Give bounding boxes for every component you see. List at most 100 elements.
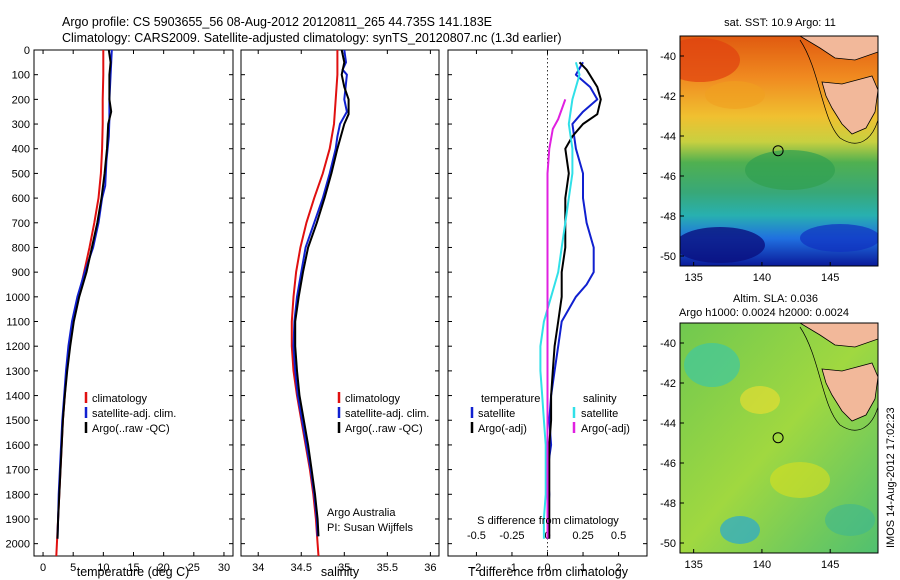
temperature-x-axis: 0 5 10 15 20 25 30 [40, 50, 230, 574]
sst-cold-patch-2 [800, 224, 878, 252]
depth-tick-label: 2000 [6, 539, 30, 551]
lat-tick-label: -50 [660, 251, 676, 263]
footer-stamp: IMOS 14-Aug-2012 17:02:23 [885, 407, 897, 548]
temperature-legend: climatology satellite-adj. clim. Argo(..… [84, 392, 176, 435]
sla-low-patch-2 [720, 516, 760, 544]
depth-tick-label: 300 [12, 119, 30, 131]
sst-warm-patch [680, 38, 740, 82]
legend-label-argo: Argo(..raw -QC) [92, 423, 170, 435]
lat-tick-label: -40 [660, 51, 676, 63]
depth-tick-label: 600 [12, 193, 30, 205]
shelf-contour [799, 39, 878, 144]
sst-cool-patch [745, 150, 835, 190]
temperature-panel: 0100200300400500600700800900100011001200… [6, 45, 234, 579]
sla-high-patch-2 [770, 462, 830, 498]
sla-map-subtitle: Argo h1000: 0.0024 h2000: 0.0024 [679, 307, 849, 319]
lat-tick-label: -46 [660, 458, 676, 470]
s-tick-label: 0.5 [611, 530, 626, 542]
depth-tick-label: 1600 [6, 440, 30, 452]
series-line [56, 49, 113, 539]
s-difference-axis: -0.5 -0.25 0 0.25 0.5 [467, 530, 626, 542]
difference-panel: -2 -1 0 1 2 -0.5 -0.25 0 0.25 0.5 temperature sa… [447, 49, 648, 579]
depth-tick-label: 1300 [6, 366, 30, 378]
x-tick-label: 20 [158, 562, 170, 574]
sla-map-frame [679, 322, 879, 554]
legend-label-climatology: climatology [345, 393, 401, 405]
lat-tick-label: -44 [660, 418, 676, 430]
depth-tick-label: 200 [12, 94, 30, 106]
header-line2: Climatology: CARS2009. Satellite-adjuste… [62, 31, 562, 45]
x-tick-label: 10 [97, 562, 109, 574]
depth-tick-label: 500 [12, 168, 30, 180]
salinity-series [290, 49, 350, 557]
depth-tick-label: 1200 [6, 341, 30, 353]
salinity-panel: 34 34.5 35 35.5 36 climatology satellite-adj… [240, 49, 440, 579]
temperature-series [55, 49, 113, 557]
difference-depth-ticks [448, 49, 647, 545]
lat-tick-label: -44 [660, 131, 676, 143]
header-line1: Argo profile: CS 5903655_56 08-Aug-2012 … [62, 15, 492, 29]
salinity-annotation-1: Argo Australia [327, 507, 396, 519]
difference-x-axis: -2 -1 0 1 2 [472, 50, 622, 574]
legend-label-satellite: satellite-adj. clim. [92, 408, 176, 420]
lon-tick-label: 140 [753, 272, 771, 284]
x-tick-label: 35 [338, 562, 350, 574]
sla-low-patch-3 [825, 504, 875, 536]
sst-map-title: sat. SST: 10.9 Argo: 11 [724, 17, 836, 29]
depth-tick-label: 100 [12, 70, 30, 82]
x-tick-label: 0 [40, 562, 46, 574]
series-line [55, 50, 105, 557]
salinity-annotation-2: PI: Susan Wijffels [327, 522, 413, 534]
salinity-depth-ticks [241, 49, 439, 545]
legend-label-s-argo: Argo(-adj) [581, 423, 630, 435]
sla-low-patch [684, 343, 740, 387]
temperature-xlabel: temperature (deg C) [77, 565, 190, 579]
depth-tick-label: 1000 [6, 292, 30, 304]
sst-lat-axis: -40 -42 -44 -46 -48 -50 [660, 51, 684, 263]
lon-tick-label: 145 [821, 559, 839, 571]
s-tick-label: 0.25 [572, 530, 593, 542]
x-tick-label: 5 [70, 562, 76, 574]
legend-title-temperature: temperature [481, 393, 540, 405]
legend-label-s-satellite: satellite [581, 408, 618, 420]
lon-tick-label: 135 [684, 559, 702, 571]
sst-map-frame [679, 35, 879, 267]
depth-axis: 0 100 200 300 400 500 600 700 800 900 1000 1100 1200… [6, 45, 233, 551]
mainland-landmass [799, 36, 878, 61]
x-tick-label: 15 [127, 562, 139, 574]
legend-label-climatology: climatology [92, 393, 148, 405]
temperature-axes [33, 49, 234, 557]
sst-warm-patch-2 [705, 81, 765, 109]
x-tick-label: 36 [424, 562, 436, 574]
depth-tick-label: 400 [12, 144, 30, 156]
x-tick-label: -2 [472, 562, 482, 574]
series-line [294, 49, 350, 537]
lat-tick-label: -42 [660, 378, 676, 390]
legend-label-argo: Argo(..raw -QC) [345, 423, 423, 435]
legend-title-salinity: salinity [583, 393, 617, 405]
x-tick-label: 34.5 [291, 562, 312, 574]
legend-label-satellite: satellite-adj. clim. [345, 408, 429, 420]
lat-tick-label: -40 [660, 338, 676, 350]
s-tick-label: -0.25 [499, 530, 524, 542]
series-line [292, 49, 348, 537]
sla-map-title: Altim. SLA: 0.036 [733, 293, 818, 305]
x-tick-label: 30 [218, 562, 230, 574]
sst-cold-patch [680, 227, 765, 263]
series-line [539, 62, 581, 539]
salinity-axes [240, 49, 440, 557]
mainland-landmass [799, 323, 878, 348]
difference-xlabel: T difference from climatology [468, 565, 629, 579]
depth-tick-label: 1400 [6, 391, 30, 403]
series-line [548, 61, 602, 539]
sla-map-panel: Altim. SLA: 0.036 Argo h1000: 0.0024 h20… [660, 293, 879, 571]
x-tick-label: 0 [544, 562, 550, 574]
lat-tick-label: -46 [660, 171, 676, 183]
sla-lon-axis: 135 140 145 [684, 549, 839, 571]
lat-tick-label: -48 [660, 211, 676, 223]
x-tick-label: 34 [252, 562, 264, 574]
difference-series [539, 61, 602, 539]
sla-lat-axis: -40 -42 -44 -46 -48 -50 [660, 338, 684, 550]
argo-position-marker [772, 432, 784, 444]
